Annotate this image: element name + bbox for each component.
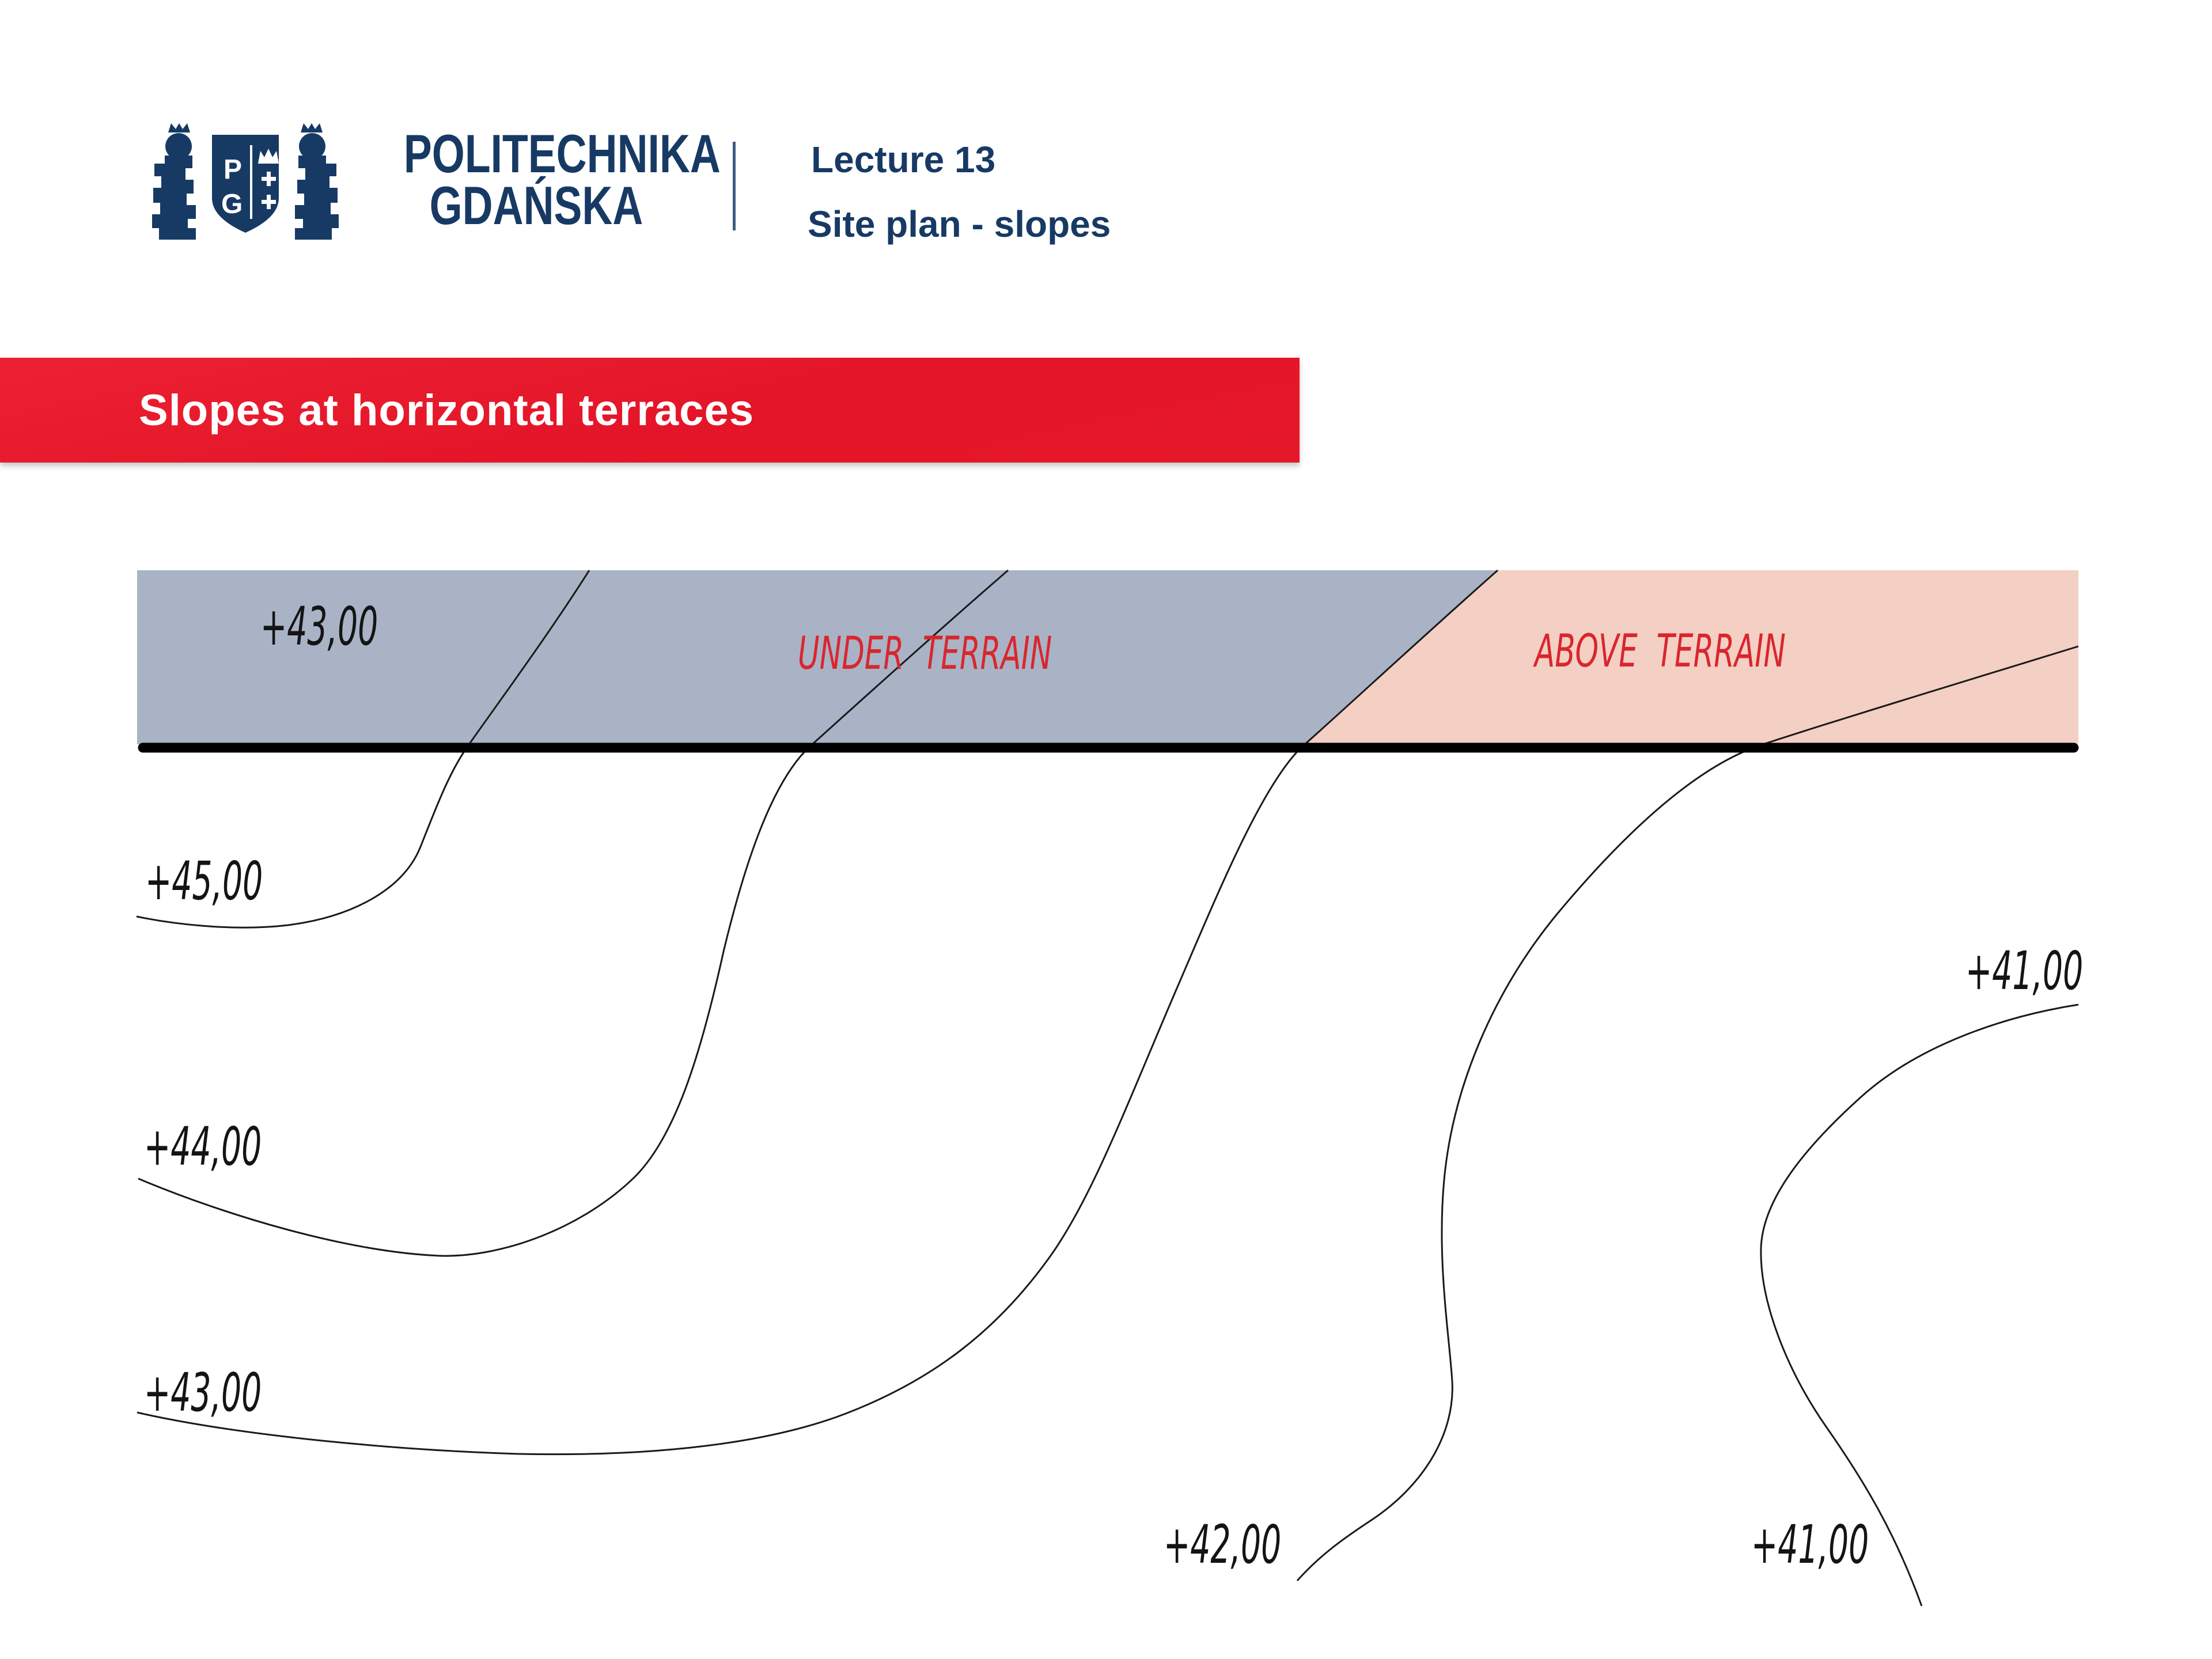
header-divider (733, 142, 736, 230)
lecture-label: Lecture 13 (811, 139, 996, 180)
lecture-subtitle: Site plan - slopes (808, 203, 1111, 245)
title-bar: Slopes at horizontal terraces (0, 358, 1300, 463)
slide-title: Slopes at horizontal terraces (139, 385, 754, 435)
above-terrain-label: ABOVE TERRAIN (1535, 626, 1786, 677)
pg-logo: P G (142, 119, 349, 243)
above-terrain-region (1304, 570, 2078, 744)
shield-icon: P G (212, 135, 279, 233)
contour-label-43: +43,00 (144, 1362, 262, 1423)
contour-label-42: +42,00 (1164, 1514, 1282, 1575)
cross-icon (262, 172, 276, 186)
under-terrain-region (137, 570, 1498, 744)
contour-label-44: +44,00 (144, 1116, 262, 1177)
contour-label-41-upper: +41,00 (1965, 940, 2084, 1002)
contour-line-41 (1760, 1003, 2079, 1607)
cross-icon (262, 195, 276, 209)
university-wordmark: POLITECHNIKA GDAŃSKA (366, 123, 721, 236)
wordmark-line1: POLITECHNIKA (403, 123, 721, 184)
contour-line-42 (1296, 645, 2079, 1581)
pg-logo-svg: P G (152, 123, 339, 240)
wordmark-line2: GDAŃSKA (429, 175, 643, 236)
crown-icon (258, 149, 279, 164)
terrace-level-label: +43,00 (260, 596, 378, 657)
contour-line-44 (138, 569, 1009, 1257)
contour-label-45: +45,00 (145, 850, 263, 912)
under-terrain-label: UNDER TERRAIN (798, 628, 1052, 680)
contour-line-45 (136, 570, 590, 929)
contour-label-41-lower: +41,00 (1751, 1514, 1869, 1575)
shield-letter-p: P (224, 154, 242, 185)
shield-letter-g: G (221, 189, 243, 219)
